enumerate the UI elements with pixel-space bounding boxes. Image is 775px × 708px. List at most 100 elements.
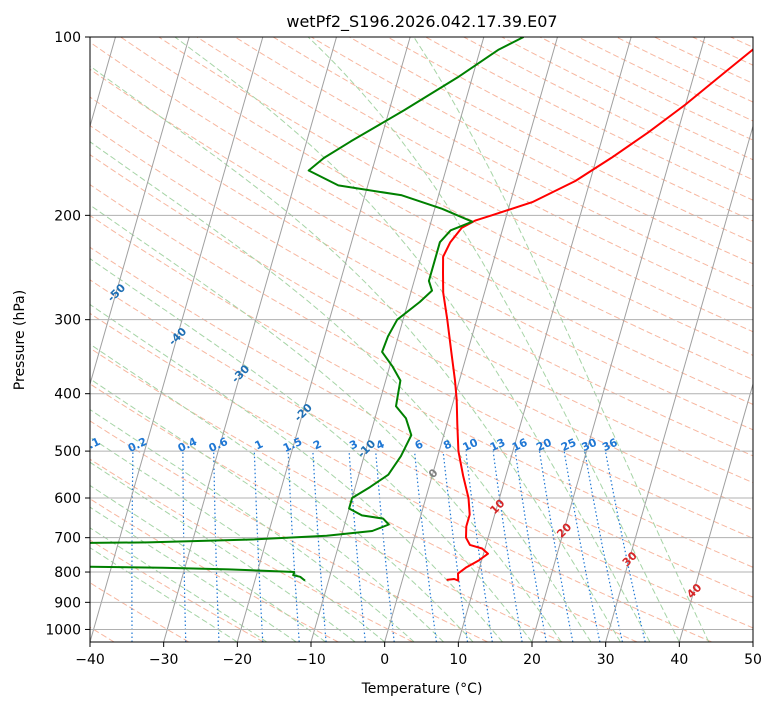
- mixing-ratio-line: [413, 451, 437, 642]
- isotherm: [90, 37, 264, 642]
- moist-adiabat: [90, 65, 621, 642]
- dry-adiabat: [577, 37, 753, 122]
- x-axis-title: Temperature (°C): [361, 681, 483, 697]
- mixing-ratio-line: [538, 451, 574, 642]
- dry-adiabat: [90, 539, 264, 642]
- x-tick-label: 20: [523, 652, 541, 668]
- mixing-ratio-line: [442, 451, 469, 642]
- sounding-series: [90, 37, 753, 582]
- mixing-ratio-line: [465, 451, 493, 642]
- y-tick-label: 600: [54, 491, 81, 507]
- dry-adiabat: [616, 37, 753, 103]
- isotherm: [236, 37, 411, 642]
- isotherm-label: -60: [45, 234, 68, 257]
- mixing-ratio-label: 25: [559, 436, 578, 454]
- x-tick-label: 10: [449, 652, 467, 668]
- moist-adiabats: [90, 37, 710, 642]
- y-tick-label: 800: [54, 565, 81, 581]
- mixing-ratio-label: 16: [510, 436, 530, 454]
- x-axis: −40 −30 −20 −10 0 10 20 30 40 50: [75, 642, 762, 668]
- y-tick-label: 100: [54, 30, 81, 46]
- x-tick-label: −20: [223, 652, 253, 668]
- plot-frame: [89, 36, 754, 643]
- dry-adiabat: [90, 582, 190, 642]
- mixing-ratio-line: [492, 451, 523, 642]
- x-tick-label: 40: [670, 652, 688, 668]
- temperature-line: [442, 48, 753, 582]
- moist-adiabat: [90, 303, 503, 642]
- isotherm: [457, 37, 632, 642]
- dry-adiabat: [90, 41, 753, 405]
- isotherm-label: -40: [166, 325, 189, 348]
- isotherm: [678, 382, 753, 642]
- dry-adiabat: [120, 37, 753, 381]
- moist-adiabat: [90, 141, 592, 642]
- isotherm: [605, 124, 753, 642]
- dry-adiabat: [349, 37, 753, 243]
- isotherm-label: 40: [684, 581, 704, 601]
- mixing-ratio-line: [213, 451, 220, 642]
- y-tick-label: 200: [54, 208, 81, 224]
- dry-adiabat: [234, 37, 753, 310]
- mixing-ratio-line: [584, 450, 623, 642]
- y-tick-label: 700: [54, 531, 81, 547]
- isotherm: [90, 37, 190, 386]
- moist-adiabat: [413, 37, 710, 642]
- dewpoint-line: [90, 37, 525, 582]
- isotherm-label: -30: [229, 362, 252, 385]
- x-tick-label: 50: [744, 652, 762, 668]
- dry-adiabat: [90, 214, 753, 568]
- isotherm-label: 30: [620, 549, 640, 569]
- dry-adiabat: [90, 96, 753, 457]
- moist-adiabat: [90, 547, 238, 642]
- dry-adiabat: [90, 383, 563, 642]
- dry-adiabat: [311, 37, 753, 265]
- mixing-ratio-label: 20: [534, 436, 554, 454]
- moist-adiabat: [90, 204, 562, 642]
- isotherm-label: 0: [426, 466, 441, 481]
- moist-adiabat: [90, 436, 386, 642]
- moist-adiabat: [90, 258, 533, 642]
- mixing-ratio-line: [253, 451, 264, 642]
- mixing-ratio-line: [514, 451, 547, 642]
- y-tick-label: 500: [54, 444, 81, 460]
- moist-adiabat: [90, 461, 356, 642]
- mixing-ratio-label: 2: [311, 437, 323, 452]
- moist-adiabat: [307, 37, 680, 642]
- dry-adiabat: [90, 458, 414, 642]
- y-axis-title: Pressure (hPa): [12, 290, 28, 390]
- isotherm-label: -70: [0, 184, 9, 207]
- mixing-ratio-label: 36: [600, 436, 620, 454]
- dry-adiabat: [272, 37, 753, 287]
- moist-adiabat: [90, 506, 297, 642]
- dry-adiabat: [425, 37, 753, 201]
- mixing-ratio-label: 10: [461, 436, 481, 454]
- mixing-ratio-label: 8: [441, 437, 453, 452]
- dry-adiabat: [196, 37, 753, 333]
- mixing-ratio-line: [82, 451, 86, 642]
- isotherm: [310, 37, 485, 642]
- moist-adiabat: [90, 378, 444, 642]
- mixing-ratio-line: [375, 451, 395, 642]
- y-tick-label: 300: [54, 313, 81, 329]
- mixing-ratio-label: 6: [413, 437, 426, 452]
- dry-adiabat: [539, 37, 753, 141]
- mixing-ratio-label: 30: [580, 436, 600, 454]
- dry-adiabat: [90, 184, 753, 539]
- dry-adiabat: [387, 37, 753, 222]
- x-tick-label: −30: [149, 652, 179, 668]
- mixing-ratio-line: [604, 450, 646, 642]
- isotherm-label: -20: [292, 401, 315, 424]
- isotherm: [752, 640, 753, 642]
- mixing-ratio-line: [563, 451, 601, 642]
- x-tick-label: −10: [296, 652, 326, 668]
- isotherm-label: -50: [105, 281, 128, 304]
- moist-adiabat: [90, 484, 326, 642]
- moist-adiabat: [174, 37, 651, 642]
- pressure-gridlines: [90, 37, 753, 630]
- dry-adiabat: [463, 37, 753, 181]
- dry-adiabat: [90, 279, 753, 629]
- x-tick-label: 0: [380, 652, 389, 668]
- y-tick-label: 900: [54, 595, 81, 611]
- moist-adiabat: [90, 408, 415, 642]
